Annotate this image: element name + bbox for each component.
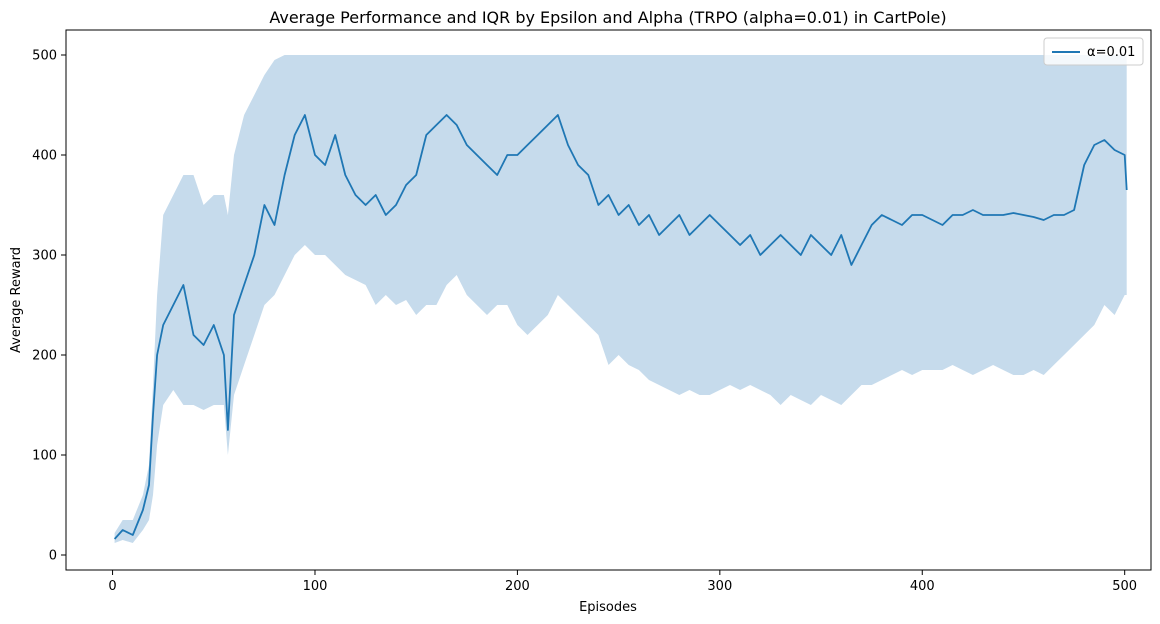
y-tick-label: 100	[32, 449, 57, 464]
x-tick-label: 100	[303, 579, 328, 594]
y-tick-label: 300	[32, 249, 57, 264]
x-axis: 0 100 200 300 400 500	[108, 570, 1137, 594]
x-tick-label: 300	[707, 579, 732, 594]
legend: α=0.01	[1043, 37, 1144, 66]
x-tick-label: 400	[910, 579, 935, 594]
iqr-band-series-0	[114, 55, 1127, 543]
mean-line-series-0	[113, 114, 1128, 540]
y-axis: 0 100 200 300 400 500	[32, 49, 66, 564]
axes-frame	[65, 29, 1152, 571]
x-tick-label: 500	[1112, 579, 1137, 594]
x-tick-label: 0	[108, 579, 116, 594]
y-tick-label: 400	[32, 149, 57, 164]
y-tick-label: 500	[32, 49, 57, 64]
y-tick-label: 0	[49, 549, 57, 564]
chart-title: Average Performance and IQR by Epsilon a…	[269, 8, 946, 27]
y-axis-title: Average Reward	[9, 247, 24, 353]
x-tick-label: 200	[505, 579, 530, 594]
plot-area	[113, 55, 1128, 543]
legend-label: α=0.01	[1087, 45, 1135, 60]
y-tick-label: 200	[32, 349, 57, 364]
legend-box	[1043, 37, 1144, 66]
x-axis-title: Episodes	[579, 600, 637, 615]
